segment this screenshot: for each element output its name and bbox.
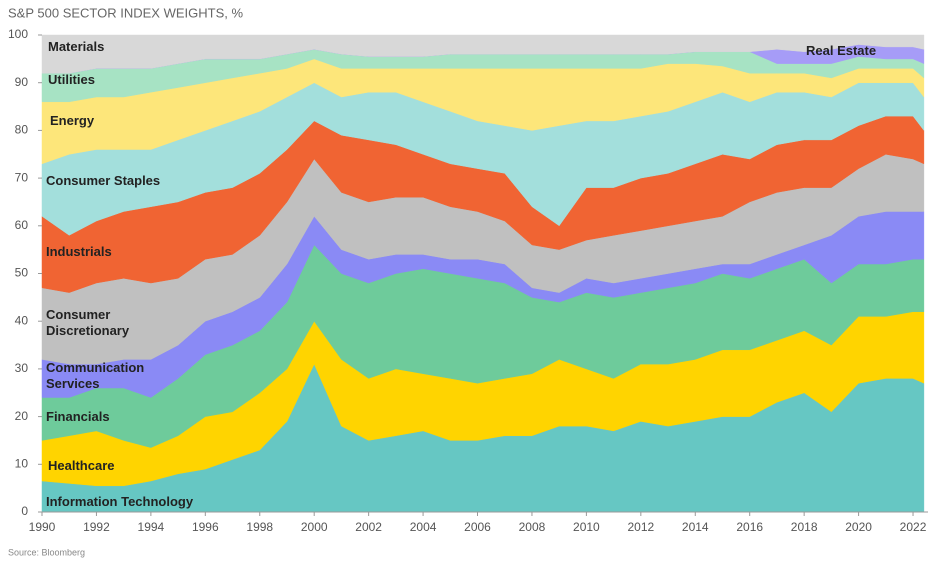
x-tick-label: 2008 bbox=[519, 520, 546, 534]
x-tick-label: 2016 bbox=[736, 520, 763, 534]
y-tick-label: 60 bbox=[15, 218, 29, 232]
y-tick-label: 20 bbox=[15, 409, 29, 423]
series-label: Consumer Discretionary bbox=[46, 307, 130, 338]
y-tick-label: 30 bbox=[15, 361, 29, 375]
x-tick-label: 2012 bbox=[627, 520, 654, 534]
area bbox=[41, 34, 925, 74]
x-tick-label: 1994 bbox=[138, 520, 165, 534]
x-tick-label: 2014 bbox=[682, 520, 709, 534]
y-tick-label: 50 bbox=[15, 266, 29, 280]
y-tick-label: 40 bbox=[15, 313, 29, 327]
series-label: Information Technology bbox=[46, 494, 194, 509]
series-label: Healthcare bbox=[48, 458, 115, 473]
series-label: Materials bbox=[48, 39, 105, 54]
y-tick-label: 10 bbox=[15, 456, 29, 470]
source-note: Source: Bloomberg bbox=[8, 547, 85, 557]
series-label: Utilities bbox=[48, 72, 95, 87]
y-tick-label: 80 bbox=[15, 123, 29, 137]
x-tick-label: 2010 bbox=[573, 520, 600, 534]
series-label: Energy bbox=[50, 113, 95, 128]
x-tick-label: 2000 bbox=[301, 520, 328, 534]
x-tick-label: 2004 bbox=[410, 520, 437, 534]
series-label: Real Estate bbox=[806, 43, 877, 58]
x-tick-label: 1992 bbox=[83, 520, 110, 534]
x-tick-label: 2002 bbox=[355, 520, 382, 534]
x-tick-label: 1996 bbox=[192, 520, 219, 534]
chart-title: S&P 500 SECTOR INDEX WEIGHTS, % bbox=[8, 5, 243, 20]
x-tick-label: 2006 bbox=[464, 520, 491, 534]
x-tick-label: 2022 bbox=[900, 520, 927, 534]
y-tick-label: 70 bbox=[15, 170, 29, 184]
series-label: Communication Services bbox=[46, 360, 145, 391]
x-tick-label: 2020 bbox=[845, 520, 872, 534]
series-label: Financials bbox=[46, 409, 110, 424]
x-tick-label: 1990 bbox=[29, 520, 56, 534]
y-tick-label: 90 bbox=[15, 75, 29, 89]
y-tick-label: 100 bbox=[8, 27, 28, 41]
y-tick-label: 0 bbox=[21, 504, 28, 518]
x-tick-label: 1998 bbox=[246, 520, 273, 534]
series-label: Consumer Staples bbox=[46, 173, 161, 188]
series-label: Industrials bbox=[46, 244, 112, 259]
x-tick-label: 2018 bbox=[791, 520, 818, 534]
